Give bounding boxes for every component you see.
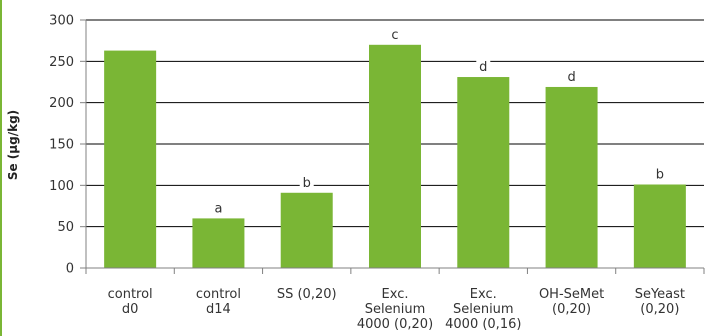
x-tick-label: Exc. Selenium 4000 (0,16) <box>445 287 521 332</box>
significance-label: b <box>656 168 664 183</box>
labels: 0 50 100 150 200 250 300 control d0 a control d14 b S… <box>49 14 685 333</box>
significance-label: c <box>391 28 398 43</box>
y-tick-label: 250 <box>49 55 74 70</box>
x-tick-label: control d14 <box>196 287 241 317</box>
x-tick-label: Exc. Selenium 4000 (0,20) <box>357 287 433 332</box>
bar <box>633 184 686 268</box>
significance-label: d <box>567 70 575 85</box>
bar <box>545 86 598 269</box>
y-tick-label: 200 <box>49 96 74 111</box>
y-tick-label: 0 <box>66 262 74 277</box>
significance-label-backing <box>652 166 667 182</box>
left-edge-strip <box>0 0 2 336</box>
significance-label: a <box>214 201 222 216</box>
x-tick-label: SeYeast (0,20) <box>635 287 685 317</box>
significance-label: d <box>479 60 487 75</box>
y-tick-label: 300 <box>49 14 74 29</box>
x-tick-label: OH-SeMet (0,20) <box>539 287 604 317</box>
y-axis-title: Se (µg/kg) <box>6 110 20 180</box>
x-tick-label: control d0 <box>108 287 153 317</box>
significance-label-backing <box>476 59 491 75</box>
significance-label-backing <box>211 200 226 216</box>
bars <box>104 44 686 269</box>
axes <box>80 19 705 274</box>
bar <box>280 192 333 268</box>
x-tick-label: SS (0,20) <box>277 287 337 302</box>
significance-label-backing <box>388 26 402 42</box>
y-tick-label: 100 <box>49 179 74 194</box>
bar <box>369 44 421 268</box>
significance-label: b <box>303 176 311 191</box>
bar <box>192 218 245 268</box>
significance-label-backing <box>564 68 579 84</box>
bar <box>457 77 510 268</box>
y-tick-label: 150 <box>49 138 74 153</box>
significance-label-backing <box>299 174 314 190</box>
y-tick-label: 50 <box>57 220 74 235</box>
bar <box>104 50 157 268</box>
